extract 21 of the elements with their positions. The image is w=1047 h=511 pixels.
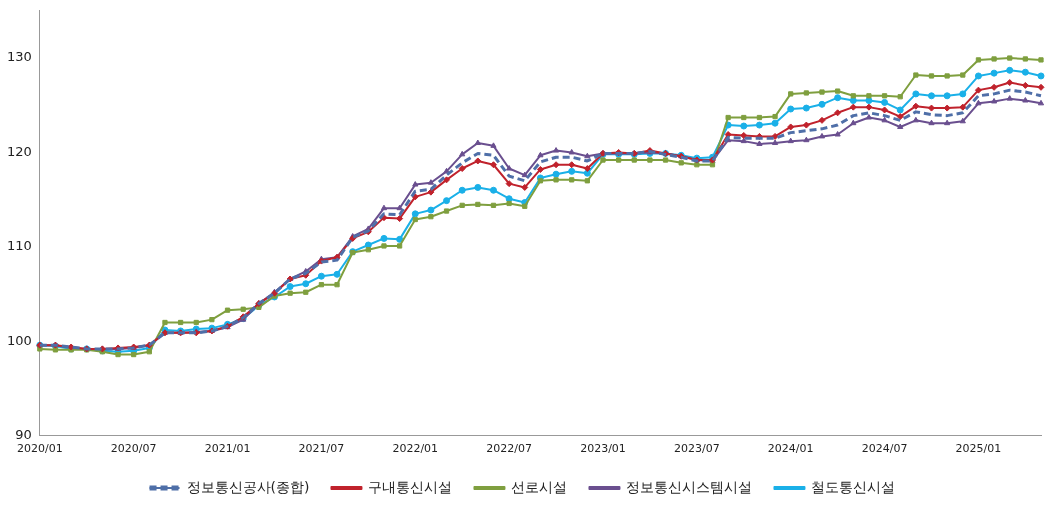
- x-tick-label: 2022/01: [392, 442, 439, 456]
- x-tick-label: 2024/07: [861, 442, 908, 456]
- y-tick-label: 120: [6, 143, 32, 159]
- x-tick-label: 2022/07: [486, 442, 532, 456]
- y-tick-label: 110: [6, 238, 32, 254]
- y-tick-label: 90: [15, 427, 32, 443]
- legend-label: 철도통신시설: [811, 478, 896, 495]
- x-tick-label: 2021/07: [298, 442, 345, 456]
- x-tick-label: 2021/01: [204, 442, 251, 456]
- x-tick-label: 2025/01: [955, 442, 1002, 456]
- y-tick-label: 100: [6, 332, 32, 348]
- legend-label: 구내통신시설: [368, 478, 453, 495]
- x-tick-label: 2023/07: [673, 442, 720, 456]
- y-tick-label: 130: [6, 49, 32, 65]
- x-tick-label: 2023/01: [580, 442, 626, 456]
- x-tick-label: 2020/01: [16, 442, 63, 456]
- legend-label: 정보통신공사(종합): [186, 478, 310, 495]
- legend-label: 선로시설: [511, 478, 568, 495]
- legend-label: 정보통신시스템시설: [626, 478, 753, 495]
- x-tick-label: 2020/07: [110, 442, 157, 456]
- x-tick-label: 2024/01: [767, 442, 814, 456]
